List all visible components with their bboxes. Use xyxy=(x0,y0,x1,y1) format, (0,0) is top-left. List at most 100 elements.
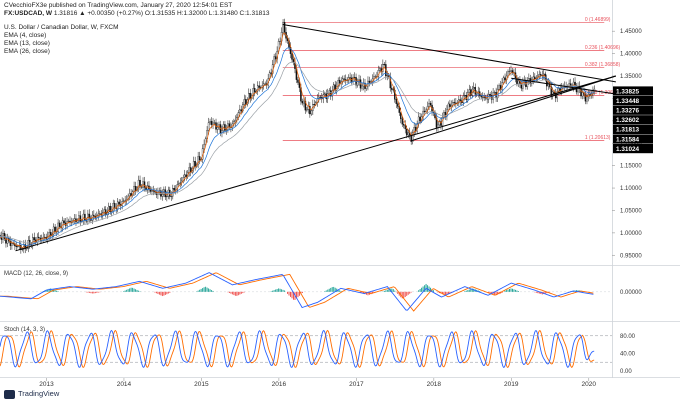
macd-histogram-bar xyxy=(507,289,509,292)
candle-body xyxy=(309,106,311,115)
candle-body xyxy=(29,240,31,245)
macd-histogram-bar xyxy=(291,291,293,299)
candle-body xyxy=(188,167,190,173)
candle-body xyxy=(216,127,219,130)
candle-body xyxy=(78,215,80,221)
price-level-label: 1.32602 xyxy=(616,117,640,124)
macd-histogram-bar xyxy=(443,291,445,295)
ema13-legend: EMA (13, close) xyxy=(4,40,50,47)
candle-body xyxy=(256,85,259,92)
candle-body xyxy=(353,76,356,78)
price-level-box xyxy=(613,115,653,125)
macd-histogram-bar xyxy=(388,289,390,292)
macd-histogram-bar xyxy=(236,291,238,296)
macd-histogram-bar xyxy=(334,287,336,292)
candle-body xyxy=(401,118,403,125)
fib-level-label: 0 (1.46899) xyxy=(585,17,611,23)
macd-histogram-bar xyxy=(228,291,230,293)
candle-body xyxy=(400,112,402,119)
candle-body xyxy=(143,181,146,188)
macd-histogram-bar xyxy=(133,288,135,292)
candle-body xyxy=(498,85,500,90)
macd-histogram-bar xyxy=(403,291,405,299)
macd-histogram-bar xyxy=(127,289,129,292)
candle-body xyxy=(37,236,40,239)
candle-body xyxy=(108,205,110,213)
candle-body xyxy=(481,96,484,98)
candle-body xyxy=(425,109,427,113)
macd-line xyxy=(0,272,594,311)
candle-body xyxy=(113,203,116,209)
candle-body xyxy=(455,102,457,104)
macd-histogram-bar xyxy=(470,288,472,292)
macd-histogram-bar xyxy=(418,290,420,292)
candle-body xyxy=(67,220,70,222)
macd-histogram-bar xyxy=(516,290,518,292)
macd-histogram-bar xyxy=(96,291,98,293)
candle-body xyxy=(417,116,420,124)
macd-histogram-bar xyxy=(203,287,205,292)
macd-histogram-bar xyxy=(491,291,493,294)
macd-histogram-bar xyxy=(237,291,239,296)
candle-body xyxy=(273,56,275,65)
time-tick-label: 2013 xyxy=(39,381,54,388)
candle-body xyxy=(449,103,451,107)
candle-body xyxy=(283,22,286,33)
ema13-line xyxy=(0,47,595,247)
candle-body xyxy=(443,111,445,118)
macd-histogram-bar xyxy=(297,291,299,298)
macd-histogram-bar xyxy=(386,289,388,292)
macd-histogram-bar xyxy=(197,290,199,292)
candle-body xyxy=(245,99,247,105)
candle-body xyxy=(508,70,511,72)
candle-body xyxy=(170,195,173,197)
price-tick-label: 1.05000 xyxy=(620,208,642,214)
macd-histogram-bar xyxy=(333,286,335,292)
candle-body xyxy=(212,122,214,125)
macd-histogram-bar xyxy=(278,288,280,292)
trendline xyxy=(15,75,617,252)
candle-body xyxy=(458,99,460,104)
macd-histogram-bar xyxy=(158,291,160,295)
macd-histogram-bar xyxy=(85,291,87,293)
candle-body xyxy=(324,93,326,95)
candle-body xyxy=(404,125,406,130)
stoch-tick-label: 40.00 xyxy=(620,351,636,357)
candle-body xyxy=(538,74,541,77)
candle-body xyxy=(151,190,153,192)
candle-body xyxy=(137,179,140,189)
macd-histogram-bar xyxy=(406,291,408,296)
macd-histogram-bar xyxy=(407,291,409,295)
macd-histogram-bar xyxy=(495,291,497,296)
macd-histogram-bar xyxy=(126,289,128,292)
macd-histogram-bar xyxy=(404,291,406,298)
candle-body xyxy=(383,63,386,65)
price-level-label: 1.31584 xyxy=(616,136,640,143)
candle-body xyxy=(502,77,505,83)
macd-histogram-bar xyxy=(340,291,342,292)
macd-histogram-bar xyxy=(93,291,95,294)
macd-histogram-bar xyxy=(504,290,506,292)
trendline xyxy=(282,23,616,83)
candle-body xyxy=(240,109,243,112)
macd-histogram-bar xyxy=(48,288,50,292)
candle-body xyxy=(297,79,299,83)
macd-histogram-bar xyxy=(94,291,96,294)
candle-body xyxy=(368,80,371,83)
macd-histogram-bar xyxy=(284,290,286,292)
ohlc-values: 1.31816 ▲ +0.00350 (+0.27%) O:1.31535 H:… xyxy=(53,10,270,17)
macd-histogram-bar xyxy=(330,287,332,292)
candle-body xyxy=(54,226,56,232)
macd-histogram-bar xyxy=(288,291,290,296)
macd-histogram-bar xyxy=(339,290,341,292)
candle-body xyxy=(26,248,28,250)
price-level-box xyxy=(613,86,653,96)
macd-histogram-bar xyxy=(88,291,90,293)
candle-body xyxy=(173,188,176,191)
candle-body xyxy=(407,132,409,136)
candle-body xyxy=(328,90,330,94)
candle-body xyxy=(197,156,199,165)
candle-body xyxy=(473,87,475,90)
macd-histogram-bar xyxy=(577,290,579,292)
candle-body xyxy=(207,122,210,131)
